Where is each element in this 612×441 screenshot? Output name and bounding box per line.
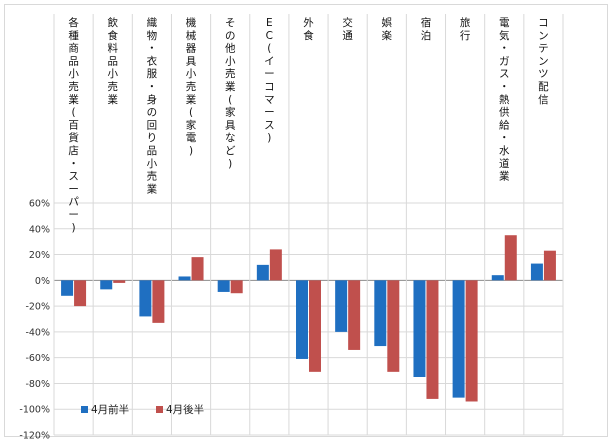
bar-series-1 xyxy=(374,280,387,347)
bar-series-2 xyxy=(426,280,439,399)
bar-series-2 xyxy=(504,235,517,281)
category-label: その他小売業(家具など) xyxy=(225,17,236,170)
y-tick-label: 60% xyxy=(29,199,50,210)
bar-series-2 xyxy=(269,249,282,281)
bar-series-2 xyxy=(387,280,400,372)
bar-series-1 xyxy=(296,280,308,359)
bar-series-1 xyxy=(530,263,543,281)
bar-series-1 xyxy=(491,275,504,281)
bar-series-2 xyxy=(191,257,204,281)
y-tick-label: 20% xyxy=(29,250,50,261)
bar-series-2 xyxy=(230,280,243,294)
category-label: 各種商品小売業(百貨店・スーパー) xyxy=(68,16,79,234)
bar-series-2 xyxy=(152,280,165,323)
legend-label: 4月後半 xyxy=(166,403,204,416)
category-label: 旅行 xyxy=(460,16,471,42)
bar-series-1 xyxy=(100,280,113,290)
bar-series-1 xyxy=(256,264,269,281)
y-tick-label: 0% xyxy=(35,276,50,287)
bar-series-2 xyxy=(74,280,87,307)
y-tick-label: -40% xyxy=(25,327,50,338)
y-tick-label: -100% xyxy=(19,405,50,416)
bar-series-1 xyxy=(335,280,348,332)
bar-series-2 xyxy=(309,280,321,372)
chart-frame xyxy=(4,4,608,437)
bar-series-1 xyxy=(452,280,465,398)
y-tick-label: -80% xyxy=(25,379,50,390)
legend-swatch xyxy=(81,406,88,413)
y-tick-label: -20% xyxy=(25,302,50,313)
bar-series-2 xyxy=(543,250,556,281)
category-label: コンテンツ配信 xyxy=(538,17,549,106)
bar-series-1 xyxy=(217,280,230,292)
bar-series-1 xyxy=(61,280,74,296)
bar-series-1 xyxy=(178,276,191,281)
category-label: 機械器具小売業(家電) xyxy=(186,16,197,157)
category-label: 宿泊 xyxy=(421,16,432,42)
bar-series-2 xyxy=(465,280,478,402)
bar-series-1 xyxy=(413,280,426,377)
category-label: 外食 xyxy=(303,17,314,42)
y-tick-label: -60% xyxy=(25,353,50,364)
y-tick-label: -120% xyxy=(19,431,50,441)
legend-label: 4月前半 xyxy=(91,403,129,416)
bar-series-1 xyxy=(139,280,152,317)
legend-swatch xyxy=(156,406,163,413)
category-label: E C (イーコマース) xyxy=(264,17,275,144)
bar-series-2 xyxy=(113,280,126,283)
y-tick-label: 40% xyxy=(29,224,50,235)
category-label: 飲食料品小売業 xyxy=(107,16,118,106)
category-label: 娯楽 xyxy=(382,16,393,42)
category-label: 電気・ガス・熱供給・水道業 xyxy=(499,17,510,183)
category-label: 織物・衣服・身の回り品小売業 xyxy=(147,16,158,195)
category-label: 交通 xyxy=(342,16,353,42)
bar-series-2 xyxy=(348,280,361,350)
